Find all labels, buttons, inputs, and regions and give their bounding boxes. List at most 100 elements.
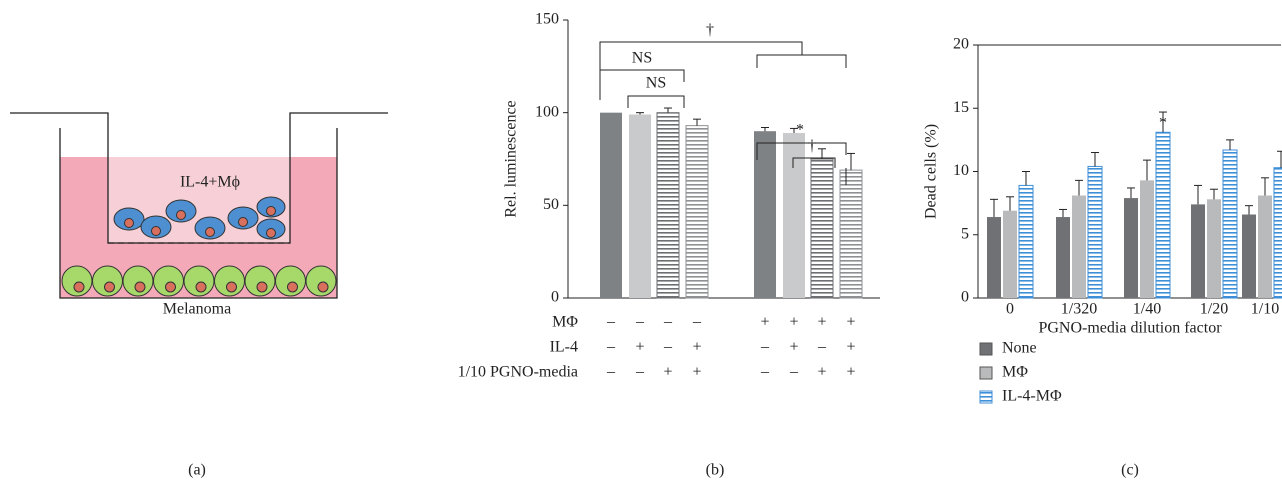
legend-label: None [1002, 340, 1037, 357]
annotation: NS [646, 75, 666, 92]
bracket [599, 41, 803, 100]
bar [1191, 204, 1205, 298]
condition-sign: – [606, 339, 616, 356]
y-tick-label: 15 [953, 99, 969, 116]
y-tick-label: 20 [953, 36, 969, 53]
melanoma-nucleus [73, 281, 85, 293]
y-tick-label: 100 [535, 103, 559, 120]
panel-label: (a) [188, 462, 206, 479]
condition-sign: + [692, 364, 701, 381]
annotation: * [1159, 115, 1167, 132]
condition-sign: – [760, 339, 770, 356]
condition-sign: – [817, 339, 827, 356]
well-label: Melanoma [163, 301, 231, 318]
melanoma-nucleus [317, 281, 329, 293]
bar [1140, 180, 1154, 298]
bar [783, 133, 805, 298]
condition-label: 1/10 PGNO-media [458, 364, 578, 381]
legend-swatch [979, 390, 993, 404]
x-tick-label: 1/20 [1200, 301, 1228, 318]
bar [1018, 184, 1034, 299]
bar [987, 217, 1001, 298]
bar [1056, 217, 1070, 298]
condition-sign: – [635, 364, 645, 381]
condition-sign: – [789, 364, 799, 381]
melanoma-nucleus [134, 281, 146, 293]
bar [1087, 165, 1103, 299]
bar [656, 112, 680, 299]
condition-sign: + [846, 364, 855, 381]
y-axis-title: Rel. luminescence [503, 100, 520, 217]
condition-sign: + [760, 314, 769, 331]
x-tick-label: 1/40 [1133, 301, 1161, 318]
y-tick-label: 0 [961, 289, 969, 306]
y-axis-title: Dead cells (%) [923, 124, 940, 219]
condition-sign: – [692, 314, 702, 331]
melanoma-nucleus [287, 281, 298, 293]
melanoma-nucleus [165, 281, 176, 293]
x-axis-title: PGNO-media dilution factor [1038, 320, 1222, 337]
melanoma-nucleus [256, 281, 268, 293]
bar [1207, 199, 1221, 298]
legend-label: IL-4-MΦ [1002, 388, 1062, 405]
melanoma-nucleus [226, 281, 237, 293]
condition-sign: + [635, 339, 644, 356]
annotation: * [796, 122, 804, 139]
bar [1124, 198, 1138, 298]
y-tick-label: 150 [535, 11, 559, 28]
x-tick-label: 0 [1006, 301, 1014, 318]
condition-sign: – [663, 339, 673, 356]
bar [1155, 131, 1171, 299]
x-tick-label: 1/10 [1251, 301, 1279, 318]
condition-sign: + [663, 364, 672, 381]
condition-sign: + [817, 314, 826, 331]
condition-sign: – [635, 314, 645, 331]
y-tick-label: 0 [551, 289, 559, 306]
bar [810, 158, 834, 299]
legend-swatch [979, 342, 993, 356]
annotation: NS [632, 50, 652, 67]
condition-sign: – [606, 314, 616, 331]
bar [1273, 167, 1282, 299]
bracket [627, 95, 685, 108]
bar [685, 125, 709, 299]
condition-sign: – [606, 364, 616, 381]
y-tick-label: 10 [953, 162, 969, 179]
condition-sign: + [846, 314, 855, 331]
condition-sign: + [817, 364, 826, 381]
condition-label: MΦ [552, 314, 578, 331]
condition-sign: – [663, 314, 673, 331]
condition-sign: + [692, 339, 701, 356]
bracket [599, 69, 685, 100]
bar [754, 131, 776, 298]
panel-label: (c) [1121, 462, 1139, 479]
y-tick-label: 50 [543, 196, 559, 213]
insert-label: IL-4+Mϕ [180, 174, 240, 191]
bracket [792, 157, 836, 168]
y-tick-label: 5 [961, 225, 969, 242]
bracket [756, 142, 847, 160]
transwell-diagram [10, 112, 388, 299]
bar [1072, 195, 1086, 298]
bar [1242, 214, 1256, 298]
bar [600, 112, 622, 299]
bracket [756, 54, 847, 68]
bar [1222, 149, 1238, 299]
bar [1003, 210, 1017, 298]
annotation: † [706, 22, 714, 39]
melanoma-cell [305, 265, 337, 297]
legend-label: MΦ [1002, 364, 1028, 381]
x-tick-label: 1/320 [1061, 301, 1097, 318]
condition-sign: + [846, 339, 855, 356]
legend-swatch [979, 366, 993, 380]
melanoma-nucleus [104, 281, 115, 293]
melanoma-nucleus [195, 281, 207, 293]
bar [1258, 195, 1272, 298]
annotation: † [808, 138, 816, 155]
condition-sign: + [789, 339, 798, 356]
condition-sign: + [789, 314, 798, 331]
panel-label: (b) [706, 462, 725, 479]
condition-label: IL-4 [550, 339, 578, 356]
condition-sign: – [760, 364, 770, 381]
